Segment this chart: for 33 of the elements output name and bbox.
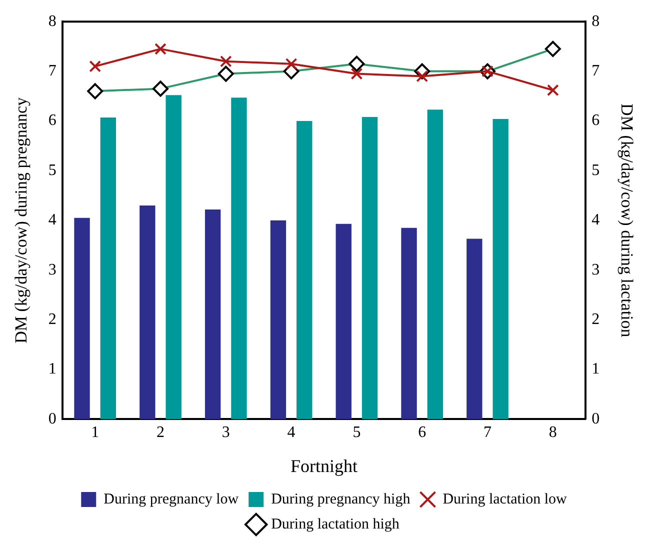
y-tick-label: 6: [48, 112, 56, 130]
y-tick-label: 5: [48, 162, 56, 179]
y2-tick-label: 2: [592, 311, 600, 328]
x-tick-label: 2: [156, 424, 164, 442]
x-tick-label: 4: [287, 424, 296, 442]
y2-axis-title: DM (kg/day/cow) during lactation: [617, 104, 636, 338]
x-tick-label: 6: [418, 424, 426, 442]
y2-tick-label: 5: [592, 162, 600, 179]
x-tick-label: 5: [352, 424, 361, 442]
y2-tick-label: 7: [592, 62, 600, 80]
y-tick-label: 8: [48, 12, 56, 30]
x-tick-label: 1: [91, 424, 100, 442]
y-tick-label: 2: [48, 311, 56, 328]
y2-tick-label: 8: [592, 12, 600, 30]
y-tick-label: 0: [48, 410, 56, 428]
x-axis-title: Fortnight: [290, 456, 358, 476]
y2-tick-label: 4: [592, 212, 600, 229]
y-tick-label: 1: [48, 360, 56, 378]
y-tick-label: 3: [48, 261, 56, 278]
legend-label: During pregnancy high: [271, 491, 411, 508]
legend-label: During lactation high: [271, 516, 400, 532]
x-tick-label: 8: [548, 424, 557, 442]
y-tick-label: 4: [48, 212, 56, 229]
y2-tick-label: 0: [592, 410, 600, 428]
x-tick-label: 7: [484, 424, 492, 442]
y2-tick-label: 1: [592, 360, 600, 378]
y-axis-title: DM (kg/day/cow) during pregnancy: [12, 96, 31, 344]
y2-tick-label: 3: [592, 261, 600, 278]
legend-label: During lactation low: [442, 491, 568, 508]
legend-label: During pregnancy low: [104, 491, 239, 508]
y2-tick-label: 6: [592, 112, 600, 130]
x-tick-label: 3: [222, 424, 230, 442]
y-tick-label: 7: [48, 62, 56, 80]
